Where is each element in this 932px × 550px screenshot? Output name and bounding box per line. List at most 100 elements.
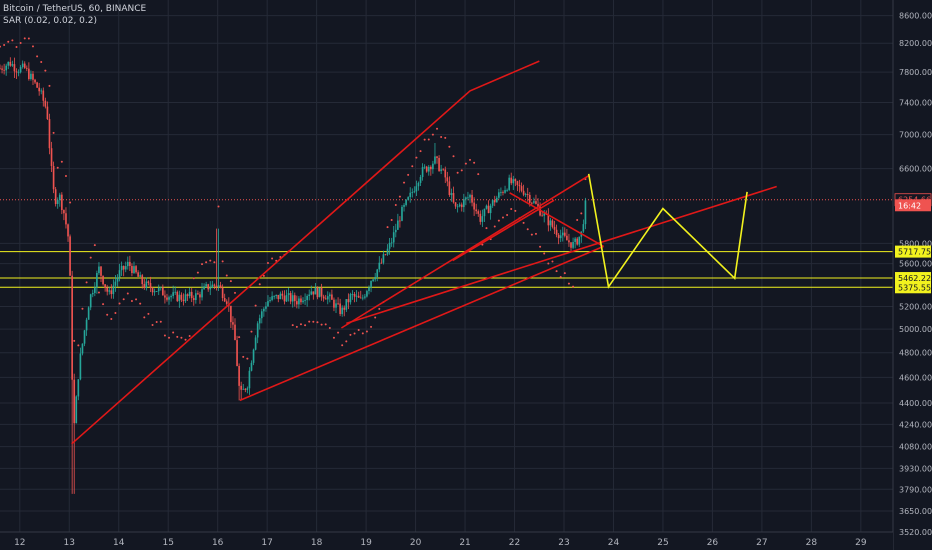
sar-dot: [477, 173, 480, 176]
candle-body: [427, 166, 430, 172]
candle-body: [465, 197, 467, 200]
sar-dot: [64, 175, 67, 178]
candle-body: [166, 297, 168, 300]
sar-dot: [201, 263, 204, 266]
candle-body: [48, 119, 51, 149]
candle-body: [106, 287, 109, 292]
candle-body: [199, 294, 201, 298]
candle-body: [168, 297, 170, 300]
trend-line-wedge-top: [509, 192, 604, 248]
candle-body: [184, 294, 187, 302]
sar-dot: [332, 336, 335, 339]
sar-dot: [551, 260, 554, 263]
sar-dot: [361, 332, 364, 335]
sar-dot: [312, 320, 315, 323]
candle-body: [172, 292, 174, 296]
candle-body: [279, 293, 282, 300]
sar-dot: [0, 45, 1, 48]
candle-body: [382, 254, 385, 263]
candle-body: [180, 294, 183, 300]
candle-body: [444, 169, 447, 178]
candle-body: [516, 181, 519, 185]
candle-body: [232, 322, 234, 325]
sar-dot: [151, 323, 154, 326]
candle-body: [285, 295, 288, 302]
sar-dot: [563, 272, 566, 275]
time-tick-label: 16: [212, 538, 224, 548]
candle-body: [225, 301, 228, 304]
candle-body: [349, 294, 352, 303]
sar-dot: [196, 271, 199, 274]
candle-body: [535, 201, 537, 204]
price-label-box: [895, 281, 931, 294]
candle-body: [139, 275, 142, 277]
candle-body: [462, 199, 465, 208]
candle-body: [374, 277, 377, 280]
price-label-box: [895, 245, 931, 258]
price-tick-label: 3650.00: [899, 507, 932, 516]
candle-body: [452, 193, 455, 203]
candle-body: [578, 236, 581, 245]
price-label-box: [895, 272, 931, 285]
candle-body: [553, 226, 556, 230]
candle-body: [170, 295, 172, 298]
sar-dot: [386, 226, 389, 229]
sar-dot: [205, 261, 208, 264]
candle-body: [87, 307, 90, 320]
candle-body: [155, 291, 158, 293]
sar-dot: [320, 323, 323, 326]
candle-body: [518, 184, 521, 187]
candle-body: [100, 266, 102, 276]
candle-body: [230, 305, 232, 323]
candle-body: [413, 191, 416, 193]
symbol-title: Bitcoin / TetherUS, 60, BINANCE: [3, 4, 147, 14]
sar-dot: [97, 291, 100, 294]
candle-body: [219, 285, 222, 288]
candle-body: [73, 379, 76, 424]
candle-body: [269, 299, 271, 302]
price-tick-label: 4080.00: [899, 443, 932, 452]
candle-body: [355, 295, 358, 297]
candle-body: [520, 186, 523, 191]
candle-body: [112, 285, 115, 295]
candle-body: [555, 229, 558, 235]
candle-body: [388, 242, 391, 249]
candle-body: [71, 275, 73, 380]
candle-body: [397, 220, 399, 230]
candle-body: [561, 232, 564, 236]
sar-dot: [526, 228, 529, 231]
candle-body: [267, 301, 269, 307]
candle-body: [250, 362, 253, 371]
candle-body: [11, 64, 14, 66]
sar-dot: [242, 355, 245, 358]
candle-body: [475, 209, 478, 212]
candle-body: [551, 220, 554, 227]
candle-body: [50, 148, 53, 167]
sar-dot: [427, 138, 430, 141]
sar-dot: [539, 245, 542, 248]
candle-body: [304, 300, 306, 301]
candle-body: [182, 299, 185, 302]
candle-body: [81, 343, 84, 354]
candle-body: [131, 265, 133, 273]
sar-dot: [419, 150, 422, 153]
candle-body: [38, 87, 40, 92]
sar-dot: [73, 339, 76, 342]
candle-body: [263, 308, 265, 312]
candle-body: [58, 194, 61, 201]
candle-body: [254, 337, 257, 350]
candle-body: [252, 349, 255, 363]
candle-body: [326, 296, 329, 300]
candle-body: [296, 301, 298, 305]
candle-body: [108, 290, 111, 292]
candle-body: [392, 232, 395, 243]
candle-body: [291, 295, 294, 302]
candle-body: [244, 388, 247, 390]
sar-dot: [403, 181, 406, 184]
price-tick-label: 5600.00: [899, 260, 932, 269]
candle-body: [411, 192, 414, 193]
sar-dot: [522, 221, 525, 224]
candle-body: [376, 269, 379, 278]
